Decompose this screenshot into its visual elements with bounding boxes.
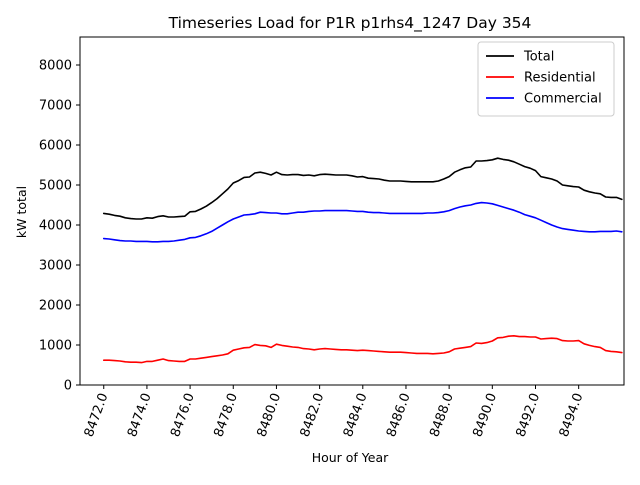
y-tick-label: 6000 (39, 139, 72, 154)
y-axis-label: kW total (14, 186, 29, 238)
series-line-commercial (102, 201, 623, 243)
y-tick-label: 7000 (39, 99, 72, 114)
y-tick-label: 3000 (39, 259, 72, 274)
y-tick-label: 4000 (39, 219, 72, 234)
series-line-residential (102, 334, 623, 364)
x-axis-label: Hour of Year (312, 450, 389, 465)
legend: Total Residential Commercial (477, 41, 615, 117)
plot-frame (79, 36, 625, 386)
series-line-total (102, 157, 623, 220)
legend-label-commercial: Commercial (524, 92, 602, 107)
y-tick-label: 8000 (39, 59, 72, 74)
legend-label-residential: Residential (524, 71, 596, 86)
y-tick-label: 0 (64, 379, 72, 394)
legend-label-total: Total (523, 50, 554, 65)
series-layer (102, 157, 623, 364)
y-tick-label: 5000 (39, 179, 72, 194)
y-tick-label: 2000 (39, 299, 72, 314)
chart-title: Timeseries Load for P1R p1rhs4_1247 Day … (168, 14, 532, 33)
y-tick-label: 1000 (39, 339, 72, 354)
